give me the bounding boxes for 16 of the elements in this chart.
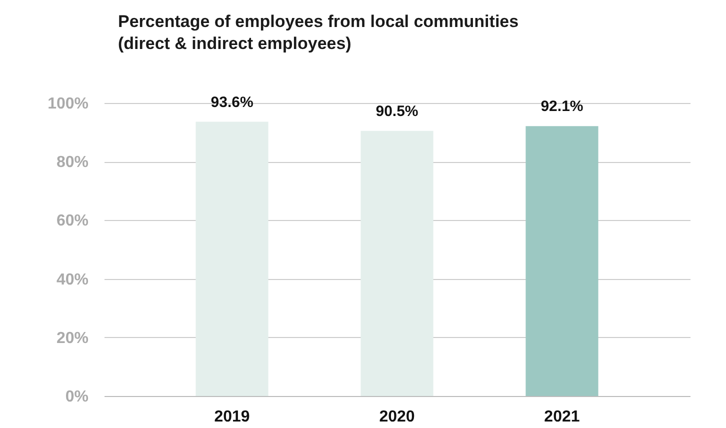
- y-tick-label: 0%: [65, 388, 88, 406]
- y-tick-label: 60%: [56, 212, 88, 230]
- bar: [526, 126, 598, 396]
- bar: [196, 122, 268, 396]
- bar: [360, 130, 434, 396]
- y-tick-label: 20%: [56, 330, 88, 347]
- data-label: 93.6%: [210, 94, 254, 111]
- data-label: 92.1%: [540, 98, 584, 116]
- data-label: 90.5%: [376, 102, 418, 120]
- x-tick-label: 2019: [214, 408, 250, 426]
- x-tick-label: 2020: [379, 408, 415, 426]
- y-tick-label: 80%: [56, 154, 88, 172]
- chart-title: Percentage of employees from local communities (direct & indirect employees): [118, 12, 519, 53]
- x-tick-label: 2021: [544, 408, 580, 426]
- y-tick-label: 40%: [56, 271, 88, 288]
- y-tick-label: 100%: [48, 96, 88, 112]
